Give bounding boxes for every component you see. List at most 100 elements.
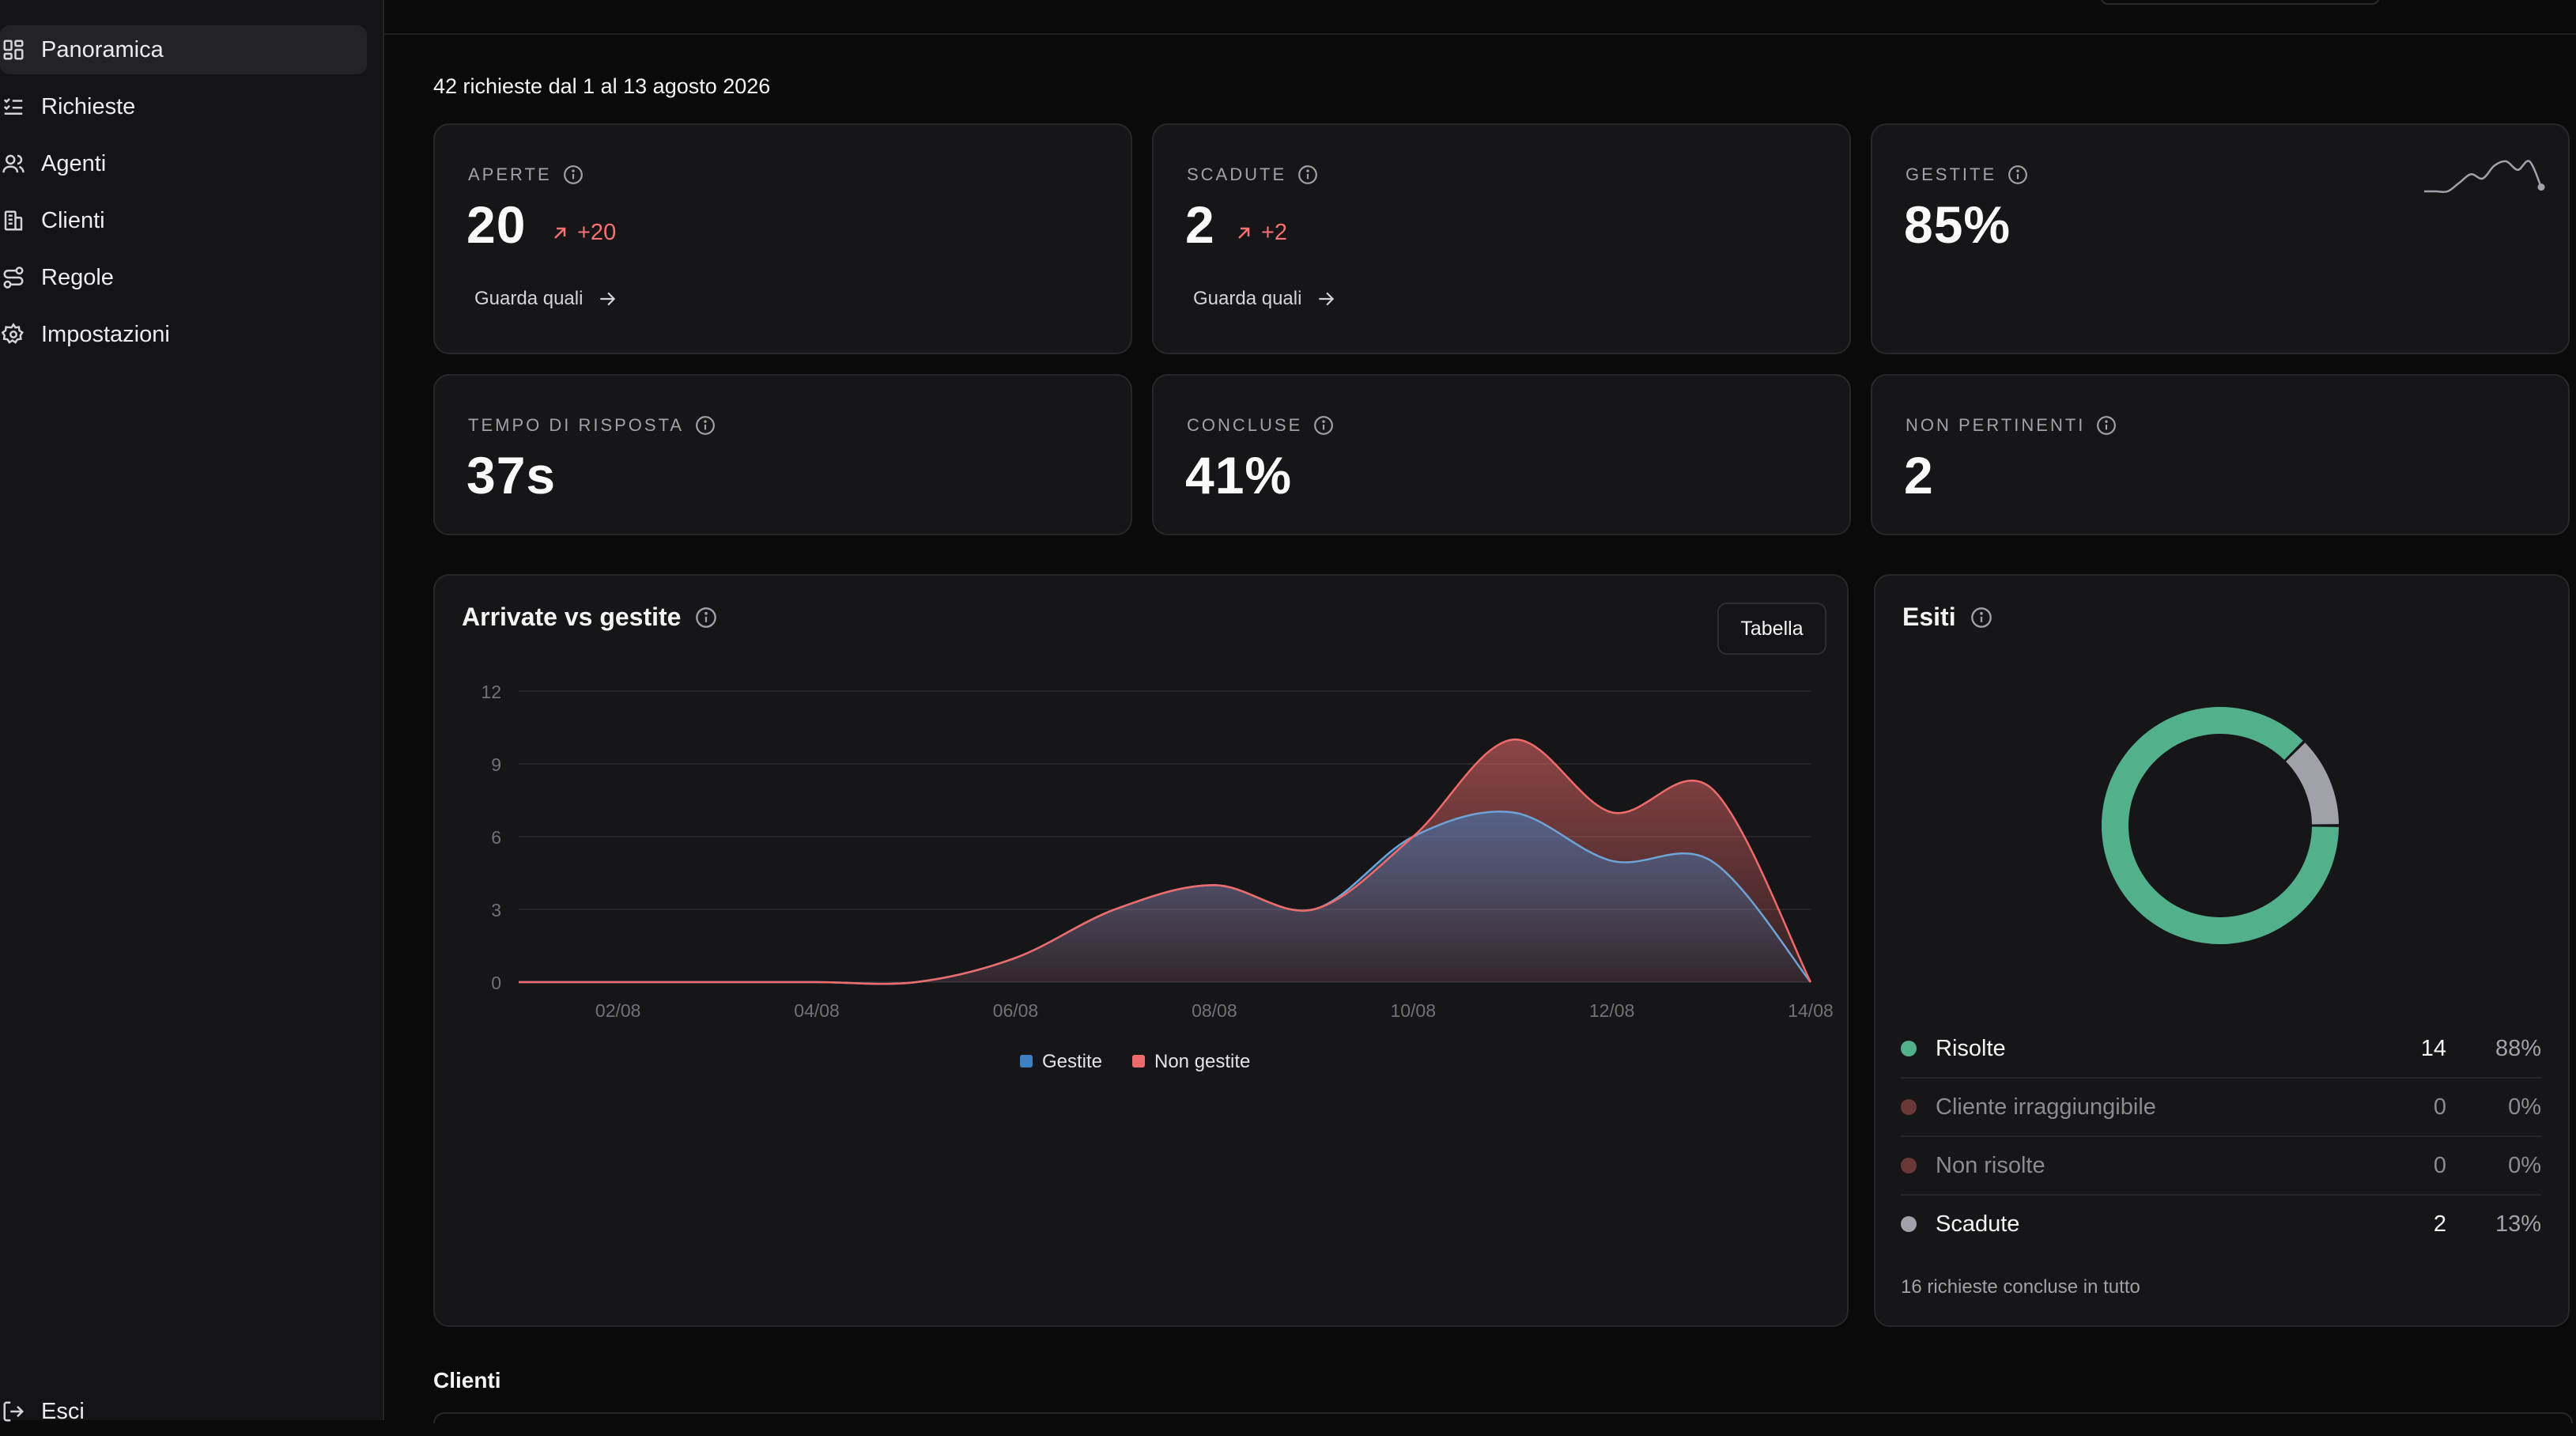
info-icon[interactable]	[695, 415, 716, 436]
route-icon	[3, 266, 24, 289]
guarda-quali-link[interactable]: Guarda quali	[474, 288, 618, 310]
sidebar: Panoramica Richieste Agenti Clienti Rego…	[0, 0, 384, 1424]
kpi-label: TEMPO DI RISPOSTA	[468, 415, 716, 436]
info-icon[interactable]	[563, 164, 584, 185]
kpi-label-text: TEMPO DI RISPOSTA	[468, 415, 685, 435]
sidebar-item-richieste[interactable]: Richieste	[0, 82, 367, 131]
kpi-card-tempo-risposta: TEMPO DI RISPOSTA 37s	[433, 374, 1132, 535]
arrow-up-right-icon	[1238, 227, 1250, 239]
building-icon	[4, 210, 23, 231]
esiti-row-pct: 88%	[2495, 1036, 2541, 1061]
x-tick-label: 06/08	[993, 1000, 1039, 1021]
list-check-icon	[3, 98, 23, 115]
legend-swatch	[1132, 1055, 1145, 1068]
esiti-row: Cliente irraggiungibile 0 0%	[1901, 1079, 2541, 1137]
sidebar-item-clienti[interactable]: Clienti	[0, 196, 367, 245]
kpi-value: 37s	[466, 446, 557, 504]
kpi-card-scadute: SCADUTE 2 +2 Guarda quali	[1152, 123, 1851, 354]
kpi-delta: +20	[550, 220, 616, 246]
clienti-panel	[433, 1412, 2573, 1423]
kpi-label: SCADUTE	[1187, 164, 1318, 185]
section-title-clienti: Clienti	[433, 1368, 501, 1393]
arrow-up-right-icon	[554, 227, 566, 239]
donut-slice	[2286, 743, 2339, 825]
info-icon[interactable]	[2096, 415, 2117, 436]
kpi-card-concluse: CONCLUSE 41%	[1152, 374, 1851, 535]
x-tick-label: 08/08	[1192, 1000, 1237, 1021]
info-icon[interactable]	[695, 607, 717, 629]
sidebar-item-agenti[interactable]: Agenti	[0, 139, 367, 188]
esiti-row-pct: 13%	[2495, 1211, 2541, 1237]
esiti-row: Non risolte 0 0%	[1901, 1137, 2541, 1196]
y-tick-label: 3	[491, 900, 501, 920]
y-tick-label: 12	[481, 682, 501, 702]
y-tick-label: 6	[491, 827, 501, 848]
esiti-panel: Esiti	[1874, 574, 2570, 1327]
legend-label: Non gestite	[1154, 1051, 1250, 1072]
area-chart: 0 3 6 9 12 02/08 04/08 06/08 08/08 10/08 12/08 14/0…	[481, 682, 1833, 1072]
dashboard-icon	[3, 40, 24, 60]
legend-dot	[1901, 1099, 1917, 1115]
logout-label: Esci	[41, 1398, 85, 1424]
tabella-button[interactable]: Tabella	[1717, 603, 1826, 655]
kpi-label-text: CONCLUSE	[1187, 415, 1303, 435]
sidebar-item-label: Richieste	[41, 93, 136, 119]
kpi-card-non-pertinenti: NON PERTINENTI 2	[1871, 374, 2570, 535]
kpi-label-text: NON PERTINENTI	[1906, 415, 2086, 435]
esiti-footer: 16 richieste concluse in tutto	[1901, 1276, 2140, 1298]
legend-dot	[1901, 1041, 1917, 1056]
header-divider	[384, 33, 2576, 35]
series-area-gestite	[519, 811, 1811, 984]
legend-swatch	[1020, 1055, 1033, 1068]
info-icon[interactable]	[1297, 164, 1318, 185]
info-icon[interactable]	[1313, 415, 1334, 436]
x-tick-label: 04/08	[794, 1000, 840, 1021]
sidebar-item-impostazioni[interactable]: Impostazioni	[0, 310, 367, 359]
kpi-value: 20	[466, 195, 527, 254]
header-control[interactable]	[2100, 0, 2380, 5]
kpi-label: APERTE	[468, 164, 584, 185]
kpi-value: 2	[1904, 446, 1934, 504]
x-tick-label: 02/08	[595, 1000, 641, 1021]
kpi-delta: +2	[1234, 220, 1287, 246]
kpi-label-text: APERTE	[468, 164, 552, 184]
donut-slice	[2102, 707, 2339, 944]
sparkline-endpoint	[2537, 183, 2545, 191]
legend-label: Gestite	[1042, 1051, 1102, 1072]
x-tick-label: 12/08	[1589, 1000, 1635, 1021]
esiti-row-name: Cliente irraggiungibile	[1936, 1094, 2156, 1120]
kpi-value: 85%	[1904, 195, 2011, 254]
esiti-row-name: Non risolte	[1936, 1153, 2045, 1178]
sidebar-item-panoramica[interactable]: Panoramica	[0, 25, 367, 74]
sidebar-item-label: Regole	[41, 264, 114, 290]
arrow-right-icon	[1319, 292, 1335, 306]
esiti-row-pct: 0%	[2508, 1094, 2541, 1120]
donut-chart	[2102, 707, 2339, 944]
x-tick-label: 10/08	[1390, 1000, 1436, 1021]
kpi-delta-value: +20	[577, 220, 617, 245]
link-label: Guarda quali	[1193, 288, 1302, 309]
logout-button[interactable]: Esci	[0, 1387, 367, 1436]
info-icon[interactable]	[2008, 164, 2028, 185]
esiti-row-pct: 0%	[2508, 1153, 2541, 1178]
esiti-row: Scadute 2 13%	[1901, 1196, 2541, 1254]
guarda-quali-link[interactable]: Guarda quali	[1193, 288, 1336, 310]
kpi-delta-value: +2	[1261, 220, 1288, 245]
users-icon	[2, 154, 25, 173]
link-label: Guarda quali	[474, 288, 584, 309]
kpi-label: NON PERTINENTI	[1906, 415, 2117, 436]
sparkline-line	[2424, 160, 2543, 194]
esiti-row: Risolte 14 88%	[1901, 1020, 2541, 1079]
kpi-label: CONCLUSE	[1187, 415, 1334, 436]
arrow-right-icon	[600, 292, 616, 306]
sparkline	[2424, 160, 2545, 194]
panel-title-text: Esiti	[1902, 603, 1956, 631]
kpi-label: GESTITE	[1906, 164, 2028, 185]
sidebar-item-regole[interactable]: Regole	[0, 253, 367, 302]
sidebar-item-label: Impostazioni	[41, 321, 170, 347]
panel-title-text: Arrivate vs gestite	[462, 603, 682, 631]
panel-title: Esiti	[1902, 603, 1992, 632]
y-tick-label: 9	[491, 754, 501, 775]
kpi-card-gestite: GESTITE 85%	[1871, 123, 2570, 354]
info-icon[interactable]	[1970, 607, 1992, 629]
